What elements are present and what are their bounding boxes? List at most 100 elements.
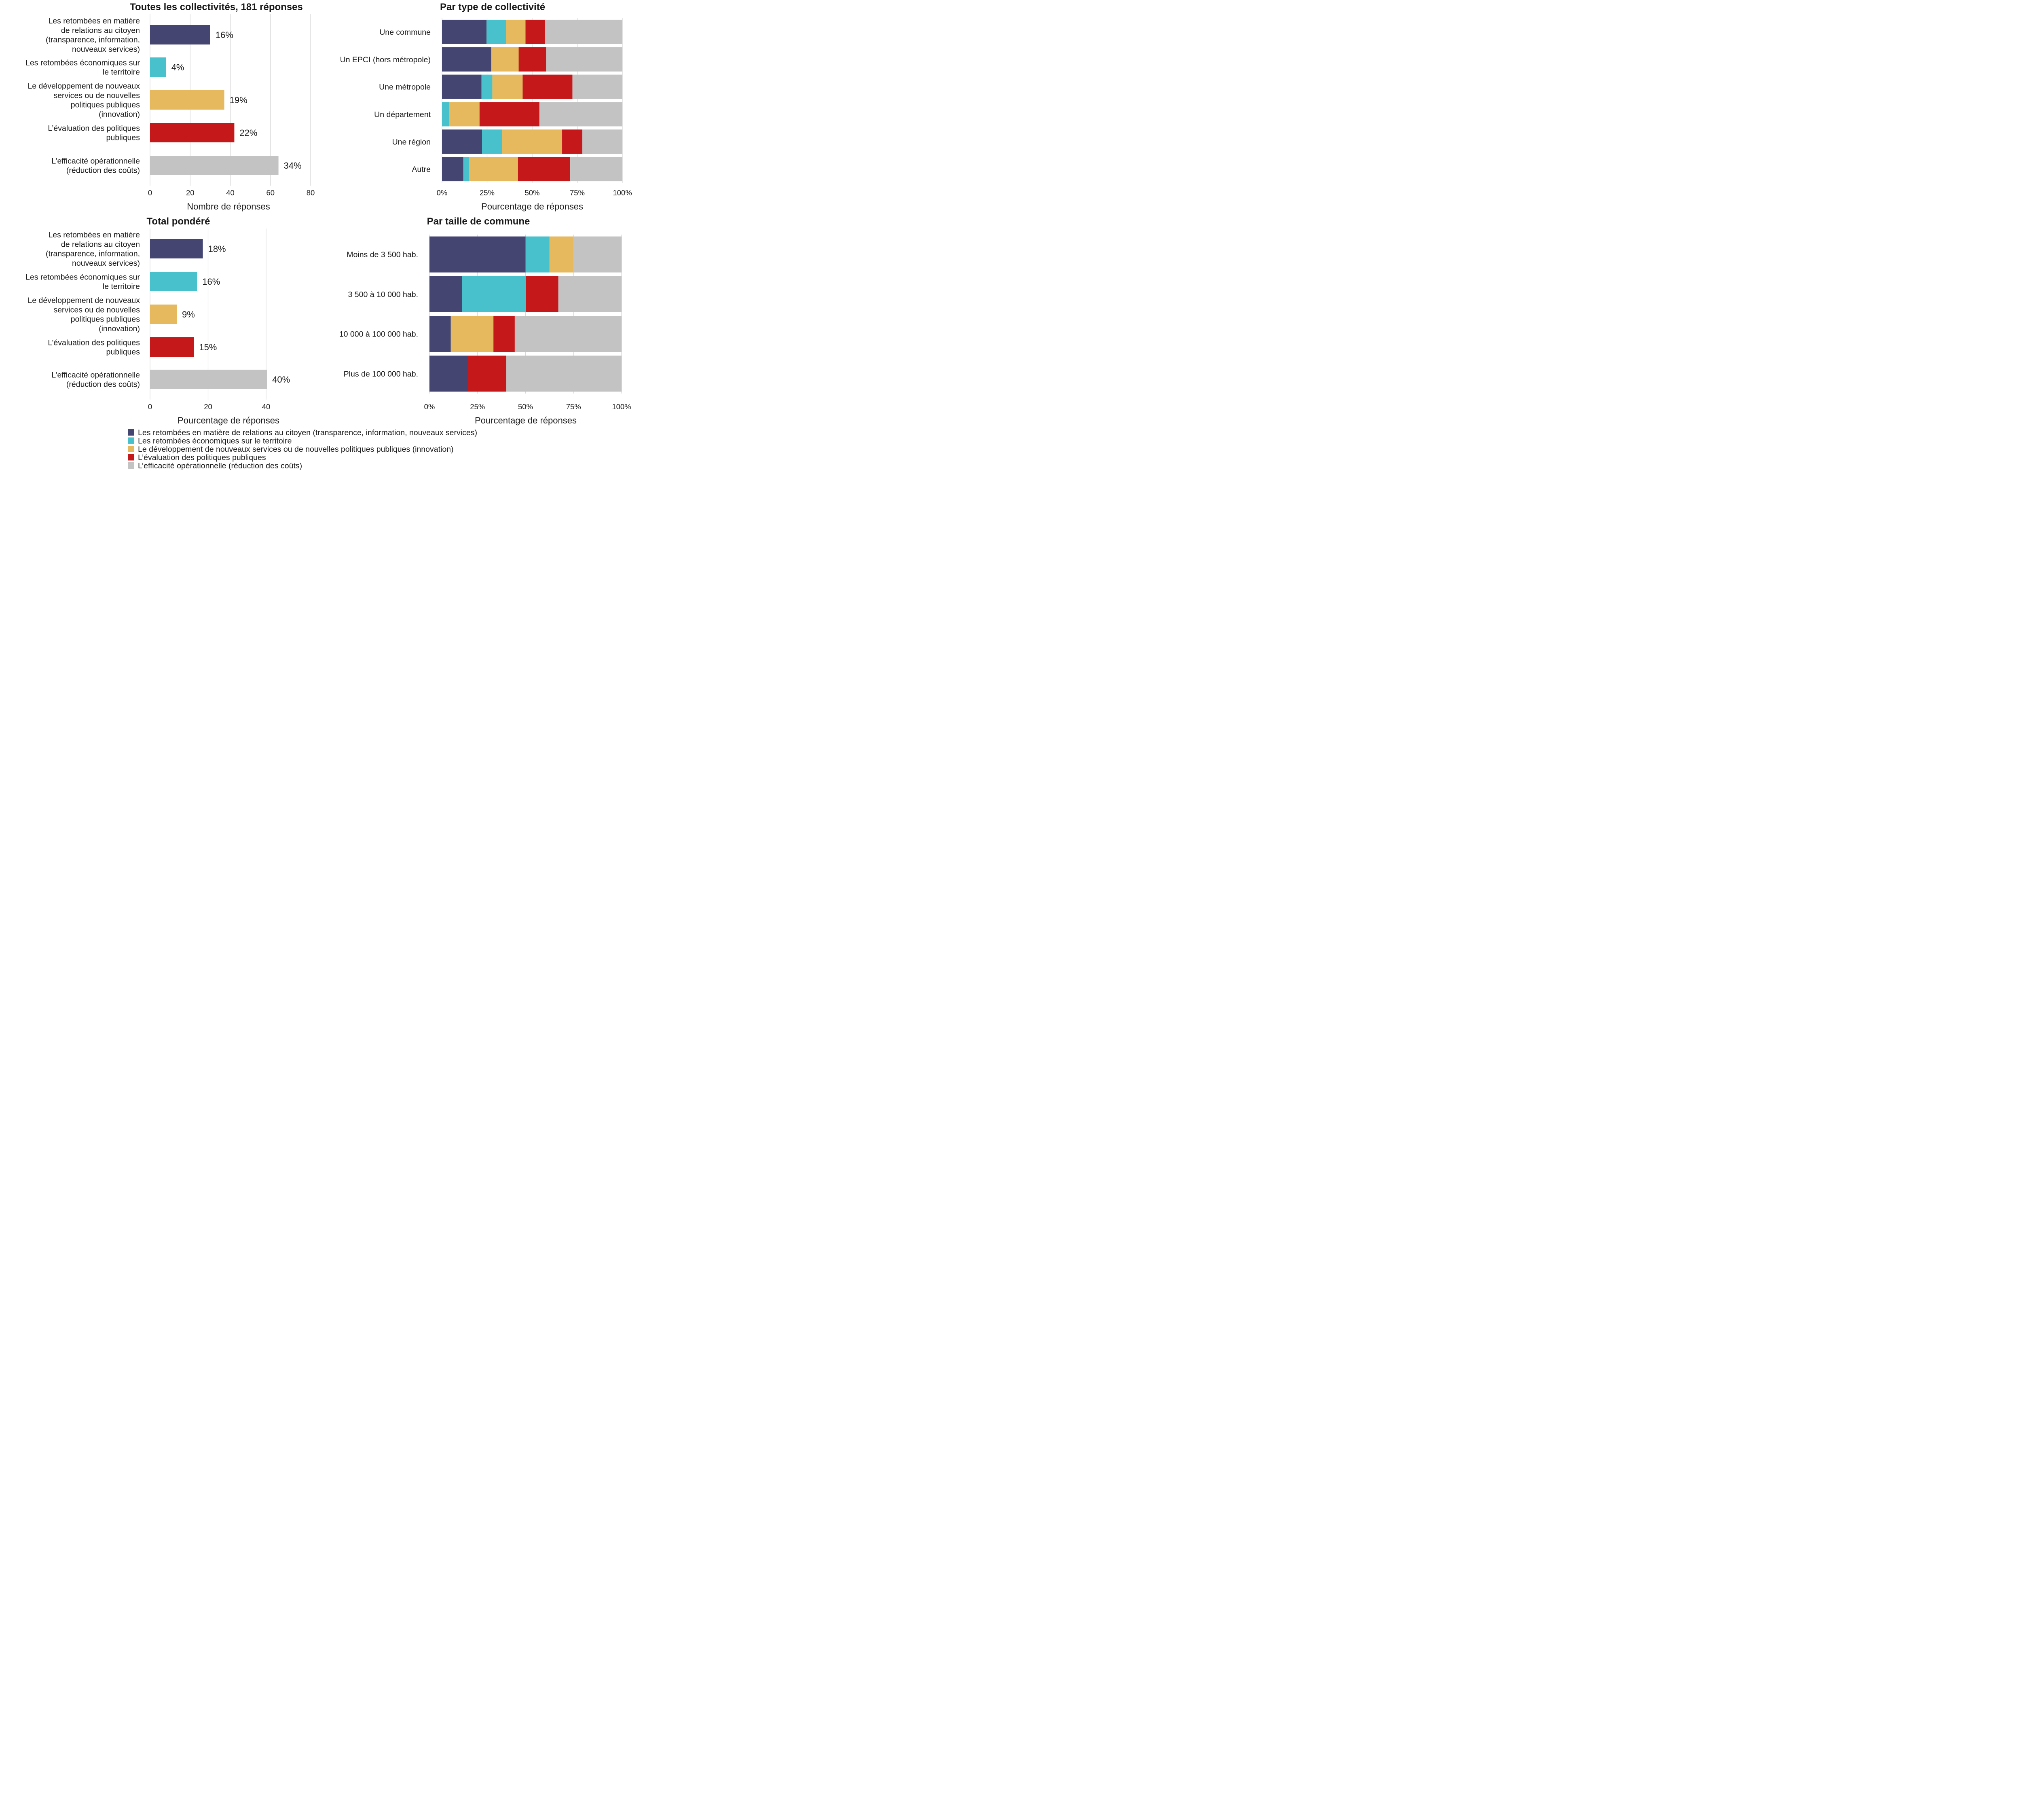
stacked-segment-economique: [462, 276, 526, 312]
chart-title: Total pondéré: [147, 216, 210, 227]
data-label: 19%: [230, 95, 247, 105]
legend-label: Les retombées en matière de relations au…: [138, 428, 477, 437]
category-label: L’évaluation des politiques publiques: [48, 124, 140, 142]
stacked-segment-efficacite: [539, 102, 622, 127]
chart-title: Toutes les collectivités, 181 réponses: [130, 2, 303, 13]
data-label: 40%: [272, 375, 290, 385]
stacked-segment-innovation: [549, 236, 574, 273]
legend-label: Le développement de nouveaux services ou…: [138, 445, 454, 454]
data-label: 18%: [208, 244, 226, 254]
bar-economique: [150, 272, 197, 291]
stacked-segment-citoyen: [442, 74, 482, 99]
x-tick-label: 80: [307, 188, 315, 197]
stacked-segment-evaluation: [518, 157, 571, 182]
stacked-segment-economique: [525, 236, 550, 273]
stacked-segment-innovation: [451, 316, 494, 352]
legend-swatch: [128, 454, 134, 461]
category-label: Autre: [412, 165, 431, 174]
bar-citoyen: [150, 25, 210, 44]
chart-pondere: Total pondéré 0 20 40 Pourcentage de réponse…: [25, 216, 290, 425]
chart-type: Par type de collectivité 0% 25% 50% 75% 100% P…: [340, 2, 632, 212]
chart-all: Toutes les collectivités, 181 réponses 0 2…: [25, 2, 315, 212]
x-tick-label: 75%: [570, 188, 585, 197]
x-axis-title: Nombre de réponses: [187, 201, 270, 212]
stacked-segment-economique: [463, 157, 470, 182]
category-label: Une région: [392, 138, 431, 146]
bar-economique: [150, 57, 166, 77]
data-label: 4%: [171, 62, 184, 72]
category-label: Les retombées économiques sur le territoi…: [25, 273, 140, 291]
bar-efficacite: [150, 370, 267, 389]
chart-title: Par type de collectivité: [440, 2, 545, 13]
stacked-segment-efficacite: [572, 74, 622, 99]
x-tick-label: 20: [204, 402, 212, 411]
category-label: Les retombées en matière de relations au …: [46, 231, 140, 268]
chart-title: Par taille de commune: [427, 216, 530, 227]
category-label: Une métropole: [379, 83, 431, 92]
bar-efficacite: [150, 156, 279, 175]
x-tick-label: 40: [226, 188, 235, 197]
bar-innovation: [150, 305, 177, 324]
x-tick-label: 60: [266, 188, 275, 197]
stacked-segment-innovation: [491, 47, 519, 72]
stacked-segment-efficacite: [570, 157, 622, 182]
stacked-segment-efficacite: [582, 129, 622, 154]
stacked-segment-citoyen: [442, 129, 482, 154]
category-label: Le développement de nouveaux services ou …: [27, 82, 140, 119]
x-axis-title: Pourcentage de réponses: [475, 415, 577, 425]
stacked-segment-economique: [481, 74, 493, 99]
category-label: Moins de 3 500 hab.: [347, 250, 418, 259]
stacked-segment-innovation: [502, 129, 563, 154]
stacked-segment-citoyen: [429, 316, 451, 352]
stacked-segment-efficacite: [514, 316, 622, 352]
data-label: 9%: [182, 309, 195, 320]
legend-swatch: [128, 429, 134, 436]
bar-citoyen: [150, 239, 203, 258]
bar-evaluation: [150, 337, 194, 357]
stacked-segment-efficacite: [506, 356, 622, 392]
stacked-segment-efficacite: [545, 19, 622, 44]
bar-innovation: [150, 90, 224, 110]
stacked-segment-efficacite: [573, 236, 622, 273]
x-tick-label: 0%: [437, 188, 448, 197]
legend-swatch: [128, 446, 134, 452]
legend-label: Les retombées économiques sur le territo…: [138, 437, 292, 446]
category-label: Une commune: [379, 28, 431, 37]
stacked-segment-evaluation: [562, 129, 582, 154]
category-label: L’efficacité opérationnelle (réduction de…: [51, 370, 140, 389]
category-label: 3 500 à 10 000 hab.: [348, 290, 419, 299]
category-label: 10 000 à 100 000 hab.: [339, 330, 418, 339]
category-label: Un département: [374, 110, 431, 119]
stacked-segment-economique: [442, 102, 449, 127]
x-tick-label: 0%: [424, 402, 435, 411]
legend-swatch: [128, 462, 134, 469]
stacked-segment-citoyen: [442, 19, 487, 44]
bar-evaluation: [150, 123, 235, 142]
x-tick-label: 0: [148, 402, 152, 411]
stacked-segment-citoyen: [442, 157, 463, 182]
data-label: 34%: [284, 161, 302, 171]
stacked-segment-innovation: [492, 74, 523, 99]
data-label: 22%: [239, 128, 257, 138]
category-label: L’évaluation des politiques publiques: [48, 338, 140, 356]
stacked-segment-innovation: [506, 19, 526, 44]
stacked-segment-evaluation: [518, 47, 546, 72]
stacked-segment-economique: [486, 19, 506, 44]
stacked-segment-citoyen: [429, 236, 526, 273]
x-tick-label: 0: [148, 188, 152, 197]
chart-taille: Par taille de commune 0% 25% 50% 75% 100% Pour…: [339, 216, 631, 425]
stacked-segment-evaluation: [525, 19, 545, 44]
data-label: 16%: [202, 277, 220, 287]
x-axis-title: Pourcentage de réponses: [481, 201, 583, 212]
stacked-segment-evaluation: [479, 102, 539, 127]
x-tick-label: 75%: [566, 402, 581, 411]
legend: Les retombées en matière de relations au…: [128, 428, 477, 470]
category-label: Les retombées économiques sur le territoi…: [25, 58, 140, 76]
category-label: L’efficacité opérationnelle (réduction de…: [51, 157, 140, 175]
stacked-segment-citoyen: [442, 47, 491, 72]
x-axis-title: Pourcentage de réponses: [178, 415, 279, 425]
category-label: Plus de 100 000 hab.: [344, 370, 418, 379]
x-tick-label: 25%: [470, 402, 485, 411]
stacked-segment-efficacite: [546, 47, 622, 72]
stacked-segment-evaluation: [493, 316, 515, 352]
